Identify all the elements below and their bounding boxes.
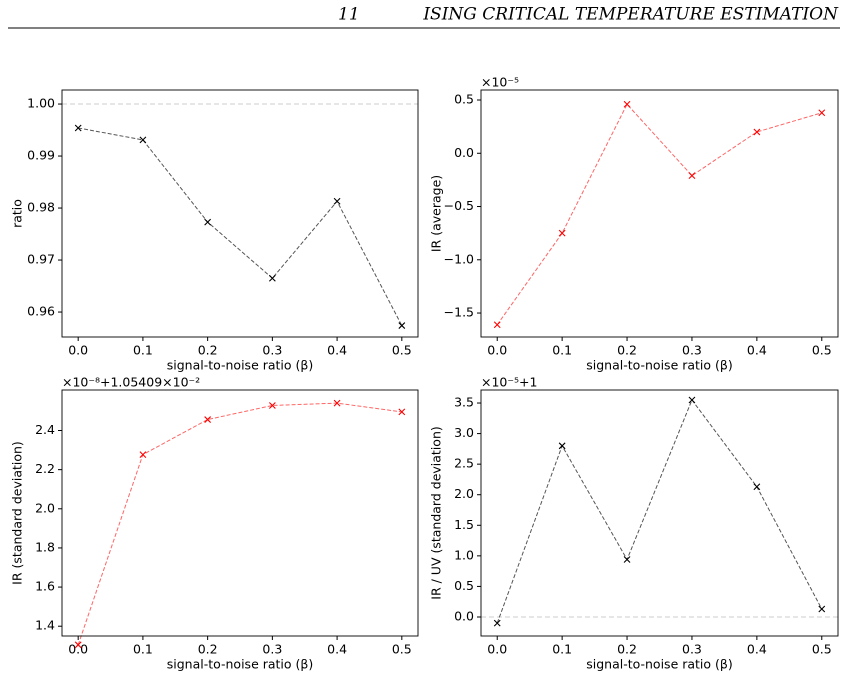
x-tick-label: 0.2: [617, 642, 637, 657]
x-tick-label: 0.1: [552, 343, 572, 358]
data-marker: [623, 100, 631, 108]
data-line: [77, 402, 402, 645]
y-tick-label: −1.5: [444, 305, 474, 320]
data-line: [78, 127, 403, 326]
x-axis-label: signal-to-noise ratio (β): [167, 358, 314, 373]
data-marker: [268, 402, 276, 409]
x-axis-label: signal-to-noise ratio (β): [586, 358, 733, 373]
x-tick-label: 0.0: [487, 343, 507, 358]
y-tick-label: 0.98: [27, 200, 55, 215]
plot-frame: [61, 389, 419, 637]
y-tick-label: 0.0: [454, 145, 474, 160]
y-tick-label: 0.5: [454, 578, 474, 593]
y-axis-label: IR (standard deviation): [10, 441, 25, 585]
y-tick-label: 1.5: [454, 517, 474, 532]
y-axis-label: ratio: [10, 199, 25, 228]
data-marker: [74, 641, 82, 649]
x-axis-label: signal-to-noise ratio (β): [167, 657, 314, 672]
y-tick-label: 2.2: [35, 461, 55, 476]
plot-frame: [61, 89, 419, 338]
section-number: 11: [338, 5, 360, 25]
y-tick-label: 0.96: [27, 304, 55, 319]
x-tick-label: 0.5: [812, 642, 832, 657]
y-tick-label: 1.0: [454, 547, 474, 562]
data-marker: [558, 229, 566, 237]
y-axis-label: IR / UV (standard deviation): [429, 426, 444, 599]
data-marker: [268, 274, 276, 282]
y-tick-label: 2.5: [454, 456, 474, 471]
x-tick-label: 0.2: [198, 343, 218, 358]
y-tick-label: 3.5: [454, 395, 474, 410]
data-marker: [753, 483, 761, 491]
y-tick-label: 2.0: [454, 486, 474, 501]
y-tick-label: 1.6: [35, 579, 55, 594]
data-marker: [753, 128, 761, 136]
data-line: [496, 103, 822, 326]
data-marker: [558, 442, 566, 450]
x-tick-label: 0.4: [327, 642, 347, 657]
data-marker: [493, 321, 501, 329]
y-tick-label: 1.8: [35, 539, 55, 554]
y-tick-label: −0.5: [444, 198, 474, 213]
data-marker: [139, 451, 147, 458]
x-tick-label: 0.0: [68, 642, 88, 657]
data-marker: [333, 399, 341, 407]
x-tick-label: 0.2: [198, 642, 218, 657]
data-marker: [139, 136, 147, 144]
x-tick-label: 0.1: [133, 343, 153, 358]
plot-frame: [480, 389, 839, 637]
axis-offset-label: ×10⁻⁵+1: [481, 375, 537, 390]
y-tick-label: −1.0: [444, 251, 474, 266]
data-marker: [818, 605, 826, 613]
data-line: [496, 398, 823, 624]
y-tick-label: 2.4: [35, 422, 55, 437]
data-marker: [333, 197, 341, 205]
x-tick-label: 0.3: [682, 343, 702, 358]
y-tick-label: 2.0: [35, 500, 55, 515]
x-tick-label: 0.0: [68, 343, 88, 358]
y-tick-label: 0.97: [27, 252, 55, 267]
y-tick-label: 1.4: [35, 618, 55, 633]
data-marker: [204, 416, 212, 423]
x-tick-label: 0.3: [262, 343, 282, 358]
x-tick-label: 0.4: [747, 343, 767, 358]
x-tick-label: 0.5: [392, 343, 412, 358]
data-marker: [688, 396, 696, 404]
data-marker: [818, 109, 826, 117]
x-axis-label: signal-to-noise ratio (β): [586, 657, 733, 672]
x-tick-label: 0.3: [262, 642, 282, 657]
y-axis-label: IR (average): [429, 175, 444, 252]
data-marker: [623, 556, 631, 563]
header-title: ISING CRITICAL TEMPERATURE ESTIMATION: [422, 5, 839, 25]
axis-offset-label: ×10⁻⁸+1.05409×10⁻²: [62, 375, 200, 390]
x-tick-label: 0.4: [747, 642, 767, 657]
plot-frame: [480, 89, 839, 338]
x-tick-label: 0.3: [682, 642, 702, 657]
y-tick-label: 0.99: [27, 148, 55, 163]
data-marker: [204, 218, 212, 226]
x-tick-label: 0.4: [327, 343, 347, 358]
x-tick-label: 0.5: [392, 642, 412, 657]
x-tick-label: 0.2: [617, 343, 637, 358]
data-marker: [688, 172, 696, 180]
data-marker: [493, 619, 501, 627]
axis-offset-label: ×10⁻⁵: [481, 75, 519, 90]
y-tick-label: 3.0: [454, 425, 474, 440]
y-tick-label: 1.00: [27, 96, 55, 111]
data-marker: [74, 124, 82, 132]
y-tick-label: 0.0: [454, 608, 474, 623]
y-tick-label: 0.5: [454, 92, 474, 107]
x-tick-label: 0.1: [552, 642, 572, 657]
x-tick-label: 0.5: [812, 343, 832, 358]
x-tick-label: 0.1: [133, 642, 153, 657]
x-tick-label: 0.0: [487, 642, 507, 657]
data-marker: [398, 408, 406, 416]
data-marker: [398, 322, 406, 329]
